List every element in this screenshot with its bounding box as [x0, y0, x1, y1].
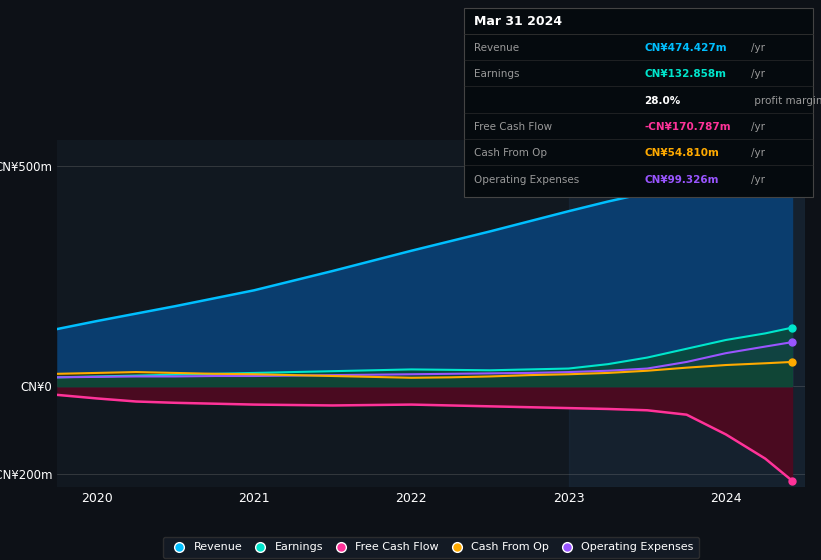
Text: profit margin: profit margin: [751, 96, 821, 106]
Text: Cash From Op: Cash From Op: [474, 148, 547, 158]
Text: /yr: /yr: [751, 69, 765, 80]
Text: CN¥132.858m: CN¥132.858m: [644, 69, 727, 80]
Text: /yr: /yr: [751, 175, 765, 185]
Text: 28.0%: 28.0%: [644, 96, 681, 106]
Text: Earnings: Earnings: [474, 69, 519, 80]
Text: /yr: /yr: [751, 43, 765, 53]
Text: /yr: /yr: [751, 148, 765, 158]
Bar: [569, 140, 805, 487]
Text: CN¥54.810m: CN¥54.810m: [644, 148, 719, 158]
Legend: Revenue, Earnings, Free Cash Flow, Cash From Op, Operating Expenses: Revenue, Earnings, Free Cash Flow, Cash …: [163, 537, 699, 558]
Text: CN¥474.427m: CN¥474.427m: [644, 43, 727, 53]
Text: CN¥99.326m: CN¥99.326m: [644, 175, 719, 185]
Text: Mar 31 2024: Mar 31 2024: [474, 15, 562, 28]
Text: Free Cash Flow: Free Cash Flow: [474, 122, 552, 132]
Text: Revenue: Revenue: [474, 43, 519, 53]
Text: Operating Expenses: Operating Expenses: [474, 175, 579, 185]
Text: -CN¥170.787m: -CN¥170.787m: [644, 122, 732, 132]
Text: /yr: /yr: [751, 122, 765, 132]
